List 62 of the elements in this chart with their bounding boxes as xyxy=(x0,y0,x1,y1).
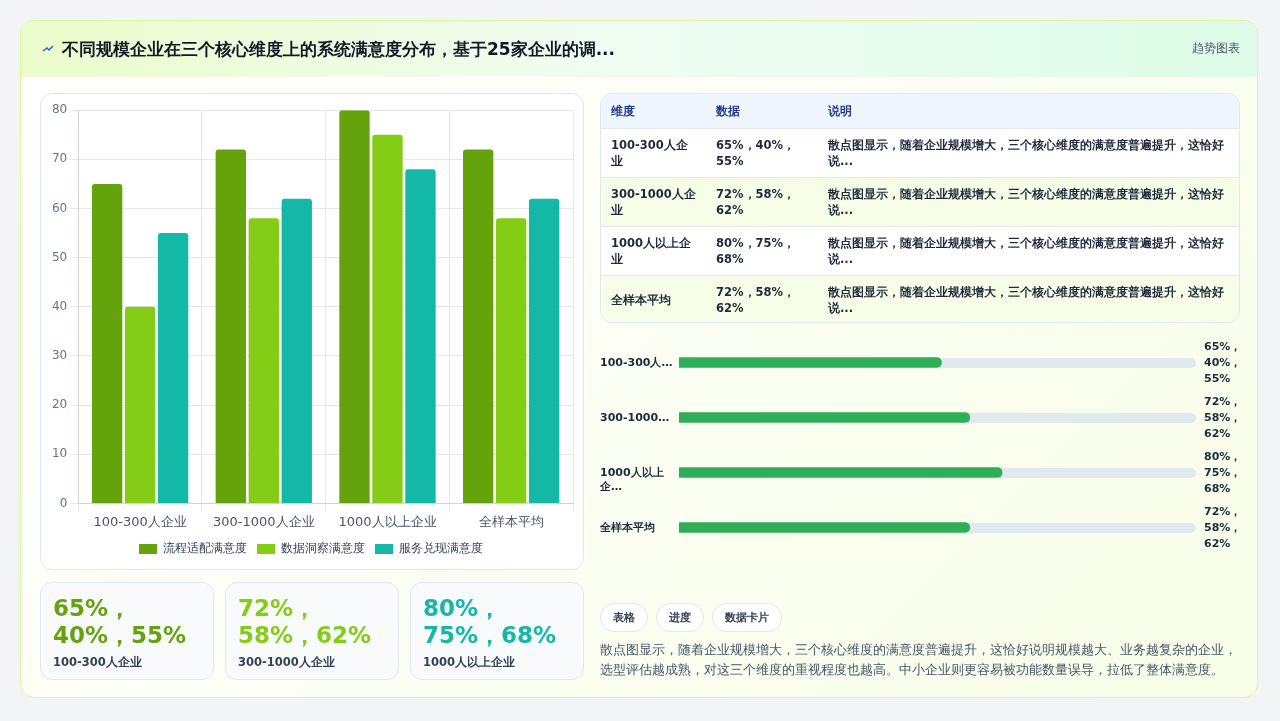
data-label: 65%，40%，55% xyxy=(1204,338,1242,387)
text: 65%，40%，55% xyxy=(716,138,796,168)
category-label: 1000人以上企业 xyxy=(601,226,706,276)
text: 散点图显示，随着企业规模增大，三个核心维度的满意度普遍提升，这恰好说... xyxy=(818,275,1239,324)
text: 维度 xyxy=(601,94,706,129)
bar xyxy=(91,183,123,503)
bar xyxy=(463,149,494,503)
bar xyxy=(157,233,189,503)
y-tick-label: 70 xyxy=(51,151,68,166)
text: 散点图显示，随着企业规模增大，三个核心维度的满意度普遍提升，这恰好说... xyxy=(818,177,1239,227)
data-label: 80%，75%，68% xyxy=(1204,448,1242,497)
text: 80%，75%，68% xyxy=(716,236,796,266)
x-tick-label: 全样本平均 xyxy=(478,513,544,529)
data-label: 72%，58%，62% xyxy=(1204,503,1242,552)
y-tick-label: 30 xyxy=(51,348,68,363)
text: 80%，75%，68% xyxy=(423,595,557,648)
text: 数据 xyxy=(706,94,818,129)
data-label: 72%，58%，62% xyxy=(1204,393,1242,442)
category-label: 100-300人企业 xyxy=(53,655,143,670)
bar xyxy=(405,169,436,503)
y-tick-label: 20 xyxy=(51,397,68,412)
category-label: 300-1000… xyxy=(600,410,670,424)
x-tick-label: 300-1000人企业 xyxy=(213,513,315,529)
category-label: 全样本平均 xyxy=(601,275,706,324)
text: 进度 xyxy=(656,603,704,632)
category-label: 1000人以上企… xyxy=(600,465,664,493)
text: 散点图显示，随着企业规模增大，三个核心维度的满意度普遍提升，这恰好说... xyxy=(818,128,1239,178)
y-tick-label: 60 xyxy=(51,200,68,215)
category-label: 100-300人… xyxy=(600,355,673,369)
y-tick-label: 10 xyxy=(51,446,68,461)
legend-label: 流程适配满意度 xyxy=(163,541,247,556)
text: 数据卡片 xyxy=(712,603,782,632)
x-tick-label: 100-300人企业 xyxy=(93,513,187,529)
category-label: 1000人以上企业 xyxy=(423,655,516,670)
bar xyxy=(372,134,403,503)
text: 散点图显示，随着企业规模增大，三个核心维度的满意度普遍提升，这恰好说... xyxy=(818,226,1239,276)
text: 72%，58%，62% xyxy=(716,285,796,315)
text: 65%，40%，55% xyxy=(53,595,187,648)
text: 72%，58%，62% xyxy=(238,595,372,648)
bar xyxy=(528,198,560,503)
y-tick-label: 80 xyxy=(51,102,68,117)
bar xyxy=(281,198,312,503)
text: 72%，58%，62% xyxy=(716,187,796,217)
legend-label: 服务兑现满意度 xyxy=(399,541,483,556)
text: 趋势图表 xyxy=(1191,40,1240,57)
bar xyxy=(124,306,156,503)
text: 散点图显示，随着企业规模增大，三个核心维度的满意度普遍提升，这恰好说明规模越大、业务越复杂的企业，选型评估越成熟，对这三个维度的重视程度也越高。中小企业则更容易被功能数量误导，拉低了整体满意度。 xyxy=(600,641,1238,679)
category-label: 300-1000人企业 xyxy=(601,177,706,227)
chart-title: 不同规模企业在三个核心维度上的系统满意度分布，基于25家企业的调... xyxy=(62,38,616,61)
bar xyxy=(495,218,527,503)
category-label: 300-1000人企业 xyxy=(238,655,336,670)
bar xyxy=(339,110,370,503)
x-tick-label: 1000人以上企业 xyxy=(338,513,437,529)
text: 说明 xyxy=(818,94,1239,129)
y-tick-label: 40 xyxy=(51,298,68,313)
y-tick-label: 0 xyxy=(59,495,68,510)
y-tick-label: 50 xyxy=(51,249,68,264)
bar xyxy=(248,218,279,503)
bar xyxy=(215,149,246,503)
legend-label: 数据洞察满意度 xyxy=(281,541,365,556)
text: 表格 xyxy=(600,603,648,632)
category-label: 100-300人企业 xyxy=(601,128,706,178)
